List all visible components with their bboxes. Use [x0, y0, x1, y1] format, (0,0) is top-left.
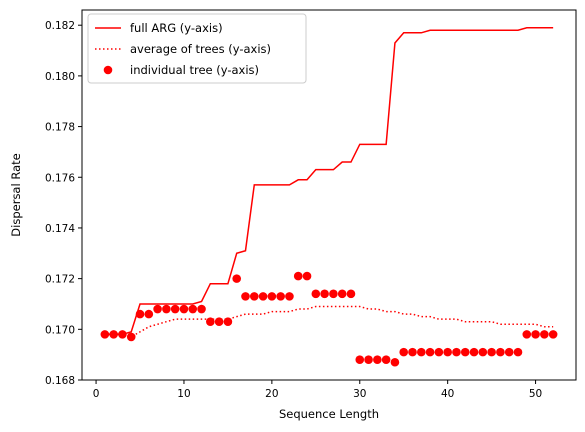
scatter-point	[434, 347, 444, 357]
scatter-point	[126, 332, 136, 342]
scatter-point	[232, 274, 242, 283]
x-tick-label: 10	[177, 388, 190, 400]
scatter-point	[425, 347, 435, 357]
scatter-point	[302, 271, 312, 281]
legend-label: full ARG (y-axis)	[130, 21, 223, 35]
scatter-point	[285, 292, 294, 301]
scatter-point	[135, 309, 145, 319]
scatter-point	[469, 347, 479, 357]
y-tick-label: 0.172	[45, 274, 75, 286]
y-tick-label: 0.180	[45, 71, 75, 83]
scatter-point	[241, 292, 250, 301]
scatter-point	[373, 355, 382, 365]
scatter-point	[179, 304, 189, 314]
axes-frame	[81, 9, 577, 381]
x-tick-label: 50	[529, 388, 542, 400]
scatter-point	[548, 330, 558, 339]
y-tick-label: 0.178	[45, 122, 75, 134]
y-tick-label: 0.176	[45, 172, 75, 184]
legend: full ARG (y-axis) average of trees (y-axi…	[87, 13, 307, 84]
scatter-point	[416, 347, 426, 357]
x-tick-label: 30	[353, 388, 366, 400]
scatter-point	[355, 355, 365, 365]
y-tick-label: 0.182	[45, 20, 75, 32]
scatter-point	[320, 289, 329, 299]
scatter-point	[109, 330, 118, 339]
scatter-point	[267, 292, 277, 301]
x-tick-label: 0	[93, 388, 100, 400]
scatter-point	[153, 304, 162, 314]
scatter-point	[513, 347, 523, 357]
scatter-point	[170, 304, 180, 314]
scatter-point	[329, 289, 338, 299]
ticks: 0 10 20 30 40 50 0.168 0.170 0.172 0.174 0.176 0.17…	[45, 20, 542, 400]
scatter-point	[337, 289, 347, 299]
x-tick-label: 40	[441, 388, 454, 400]
plot-area	[100, 26, 558, 367]
scatter-point	[452, 347, 461, 357]
scatter-point	[443, 347, 452, 357]
scatter-point	[311, 289, 321, 299]
scatter-point	[258, 292, 268, 301]
legend-box	[87, 13, 307, 84]
scatter-point	[487, 347, 496, 357]
scatter-point	[390, 357, 400, 367]
scatter-point	[276, 292, 285, 301]
scatter-point	[504, 347, 514, 357]
scatter-point	[381, 355, 391, 365]
scatter-point	[531, 330, 540, 339]
scatter-point	[118, 330, 127, 339]
y-tick-label: 0.174	[45, 223, 75, 235]
scatter-point	[144, 309, 154, 319]
scatter-point	[214, 317, 224, 327]
scatter-point	[540, 330, 549, 339]
legend-marker-scatter	[103, 65, 113, 75]
scatter-point	[478, 347, 488, 357]
scatter-point	[522, 330, 532, 339]
scatter-point	[206, 317, 215, 327]
scatter-point	[162, 304, 171, 314]
series-line-full-arg	[104, 26, 554, 336]
y-tick-label: 0.168	[45, 375, 75, 387]
scatter-point	[100, 330, 110, 339]
scatter-point	[293, 271, 303, 281]
scatter-point	[460, 347, 470, 357]
y-axis-title: Dispersal Rate	[9, 153, 23, 236]
y-tick-label: 0.170	[45, 324, 75, 336]
scatter-point	[249, 292, 259, 301]
scatter-point	[399, 347, 409, 357]
scatter-point	[408, 347, 417, 357]
x-axis-title: Sequence Length	[279, 407, 379, 421]
legend-label: average of trees (y-axis)	[130, 42, 271, 56]
scatter-point	[346, 289, 356, 299]
scatter-point	[496, 347, 505, 357]
scatter-point	[197, 304, 206, 314]
scatter-point	[364, 355, 373, 365]
legend-label: individual tree (y-axis)	[130, 63, 259, 77]
x-tick-label: 20	[265, 388, 278, 400]
scatter-point	[188, 304, 198, 314]
scatter-point	[223, 317, 233, 327]
